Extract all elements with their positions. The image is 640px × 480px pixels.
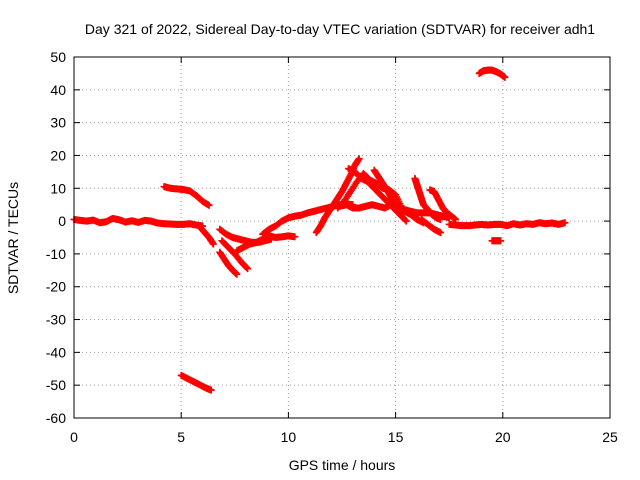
data-point [207, 386, 215, 394]
y-tick-label: 40 [50, 82, 66, 98]
y-axis-label: SDTVAR / TECUs [5, 182, 21, 294]
data-point [401, 216, 409, 224]
data-point [244, 265, 252, 273]
series-short-neg [488, 237, 505, 245]
axis-ticks: 0 5 10 15 20 25 50 40 30 20 10 0 -10 -20 -30 -40 -50 -60 [46, 49, 618, 445]
data-point [355, 155, 363, 163]
y-tick-label: 10 [50, 180, 66, 196]
x-tick-label: 0 [70, 429, 78, 445]
data-point [209, 240, 217, 248]
data-point [233, 270, 241, 278]
data-point [205, 201, 213, 209]
x-tick-label: 10 [281, 429, 297, 445]
y-tick-label: -30 [46, 312, 66, 328]
x-tick-label: 25 [602, 429, 618, 445]
x-axis-label: GPS time / hours [289, 457, 396, 473]
data-point [437, 215, 445, 223]
x-tick-label: 5 [177, 429, 185, 445]
data-point [561, 219, 569, 227]
series-arc-high [475, 66, 509, 81]
data-point [291, 233, 299, 241]
data-point [402, 217, 410, 225]
series-peak-f [426, 186, 460, 223]
series-rise-steep [312, 155, 363, 237]
series-arc-b [177, 371, 215, 394]
series-drop-a [387, 197, 427, 227]
data-point [243, 264, 251, 272]
series-arc-g [233, 232, 299, 255]
data-point [497, 237, 505, 245]
plot-frame [73, 56, 611, 419]
series-arc-d [216, 248, 241, 278]
y-tick-label: -40 [46, 344, 66, 360]
x-tick-label: 20 [495, 429, 511, 445]
x-tick-label: 15 [388, 429, 404, 445]
series-baseline-late [445, 219, 569, 230]
series-peak-e [411, 174, 445, 223]
y-tick-label: 30 [50, 115, 66, 131]
y-tick-label: 20 [50, 147, 66, 163]
y-tick-label: -50 [46, 377, 66, 393]
chart-title: Day 321 of 2022, Sidereal Day-to-day VTE… [85, 21, 595, 37]
y-tick-label: -10 [46, 246, 66, 262]
data-points [70, 66, 569, 394]
y-tick-label: 0 [58, 213, 66, 229]
series-arc-a [160, 183, 213, 209]
data-point [501, 73, 509, 81]
series-arc-c [196, 224, 217, 248]
series-arc-e [218, 237, 252, 273]
series-baseline-early [70, 214, 207, 230]
data-point [437, 229, 445, 237]
series-drop-b [417, 215, 445, 237]
y-tick-label: -60 [46, 410, 66, 426]
y-tick-label: -20 [46, 279, 66, 295]
y-tick-label: 50 [50, 49, 66, 65]
